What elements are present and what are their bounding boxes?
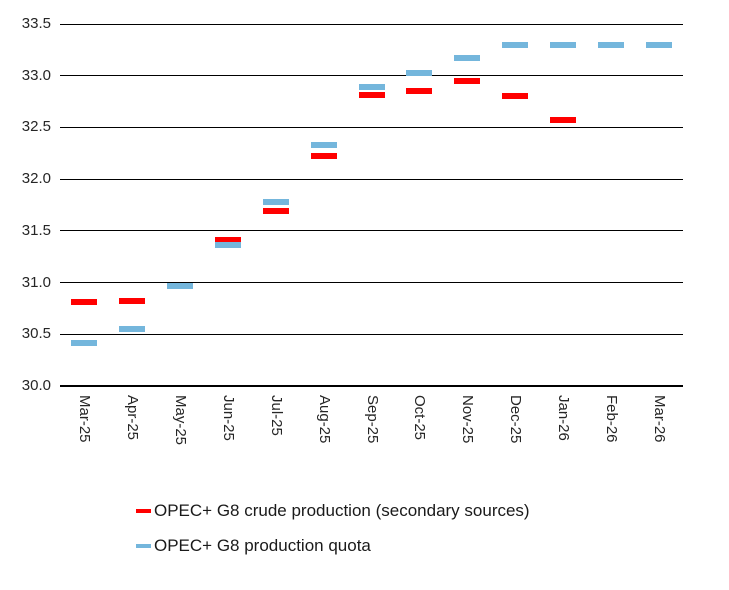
quota-dash-Jul-25 (262, 198, 289, 205)
legend-label: OPEC+ G8 crude production (secondary sou… (154, 501, 530, 520)
gridline (60, 282, 683, 284)
quota-dash-Apr-25 (118, 326, 145, 333)
y-tick-label: 31.0 (21, 273, 51, 291)
production-dash-Aug-25 (310, 153, 337, 160)
gridline (60, 75, 683, 77)
y-tick-label: 30.0 (21, 377, 51, 394)
x-tick-label: Oct-25 (411, 395, 429, 441)
x-tick-label: Aug-25 (315, 395, 333, 444)
y-tick-label: 32.5 (21, 118, 51, 136)
legend-item-production: OPEC+ G8 crude production (secondary sou… (136, 501, 530, 521)
quota-dash-Aug-25 (310, 142, 337, 148)
quota-dash-Nov-25 (454, 55, 481, 62)
legend: OPEC+ G8 crude production (secondary sou… (136, 501, 530, 556)
production-dash-Mar-25 (70, 299, 97, 306)
legend-label: OPEC+ G8 production quota (154, 536, 371, 555)
y-tick-label: 33.0 (21, 66, 51, 84)
x-tick-label: Nov-25 (459, 395, 477, 444)
gridline (60, 23, 683, 25)
quota-dash-Mar-25 (70, 339, 97, 346)
x-tick-label: Mar-25 (75, 395, 93, 443)
legend-dash-icon (136, 509, 151, 513)
x-axis-line (60, 385, 683, 387)
quota-dash-Feb-26 (598, 41, 625, 48)
quota-dash-Dec-25 (502, 41, 529, 48)
legend-dash-icon (136, 544, 151, 548)
quota-dash-May-25 (166, 282, 193, 289)
x-tick-label: Mar-26 (651, 395, 669, 443)
production-dash-Jan-26 (550, 117, 577, 124)
production-dash-Jun-25 (214, 237, 241, 244)
production-dash-Nov-25 (454, 77, 481, 84)
quota-dash-Jun-25 (214, 242, 241, 249)
production-dash-Oct-25 (406, 88, 433, 95)
production-dash-Sep-25 (358, 92, 385, 99)
gridline (60, 333, 683, 335)
y-tick-label: 32.0 (21, 170, 51, 188)
y-tick-label: 30.5 (21, 325, 51, 343)
gridline (60, 230, 683, 232)
gridline (60, 178, 683, 180)
quota-dash-Oct-25 (406, 69, 433, 76)
x-tick-label: Jun-25 (219, 395, 237, 441)
x-tick-label: Jan-26 (555, 395, 573, 441)
y-tick-label: 33.5 (21, 15, 51, 32)
x-tick-label: May-25 (171, 395, 189, 446)
production-dash-Jul-25 (262, 208, 289, 215)
quota-dash-Sep-25 (358, 84, 385, 91)
x-tick-label: Jul-25 (267, 395, 285, 436)
x-tick-label: Feb-26 (603, 395, 621, 443)
x-tick-label: Apr-25 (123, 395, 141, 441)
legend-item-quota: OPEC+ G8 production quota (136, 536, 530, 556)
production-dash-Apr-25 (118, 298, 145, 305)
quota-dash-Jan-26 (550, 41, 577, 48)
production-dash-Dec-25 (502, 93, 529, 100)
y-tick-label: 31.5 (21, 221, 51, 239)
x-tick-label: Sep-25 (363, 395, 381, 444)
quota-dash-Mar-26 (646, 41, 673, 48)
x-tick-label: Dec-25 (507, 395, 525, 444)
gridline (60, 126, 683, 128)
